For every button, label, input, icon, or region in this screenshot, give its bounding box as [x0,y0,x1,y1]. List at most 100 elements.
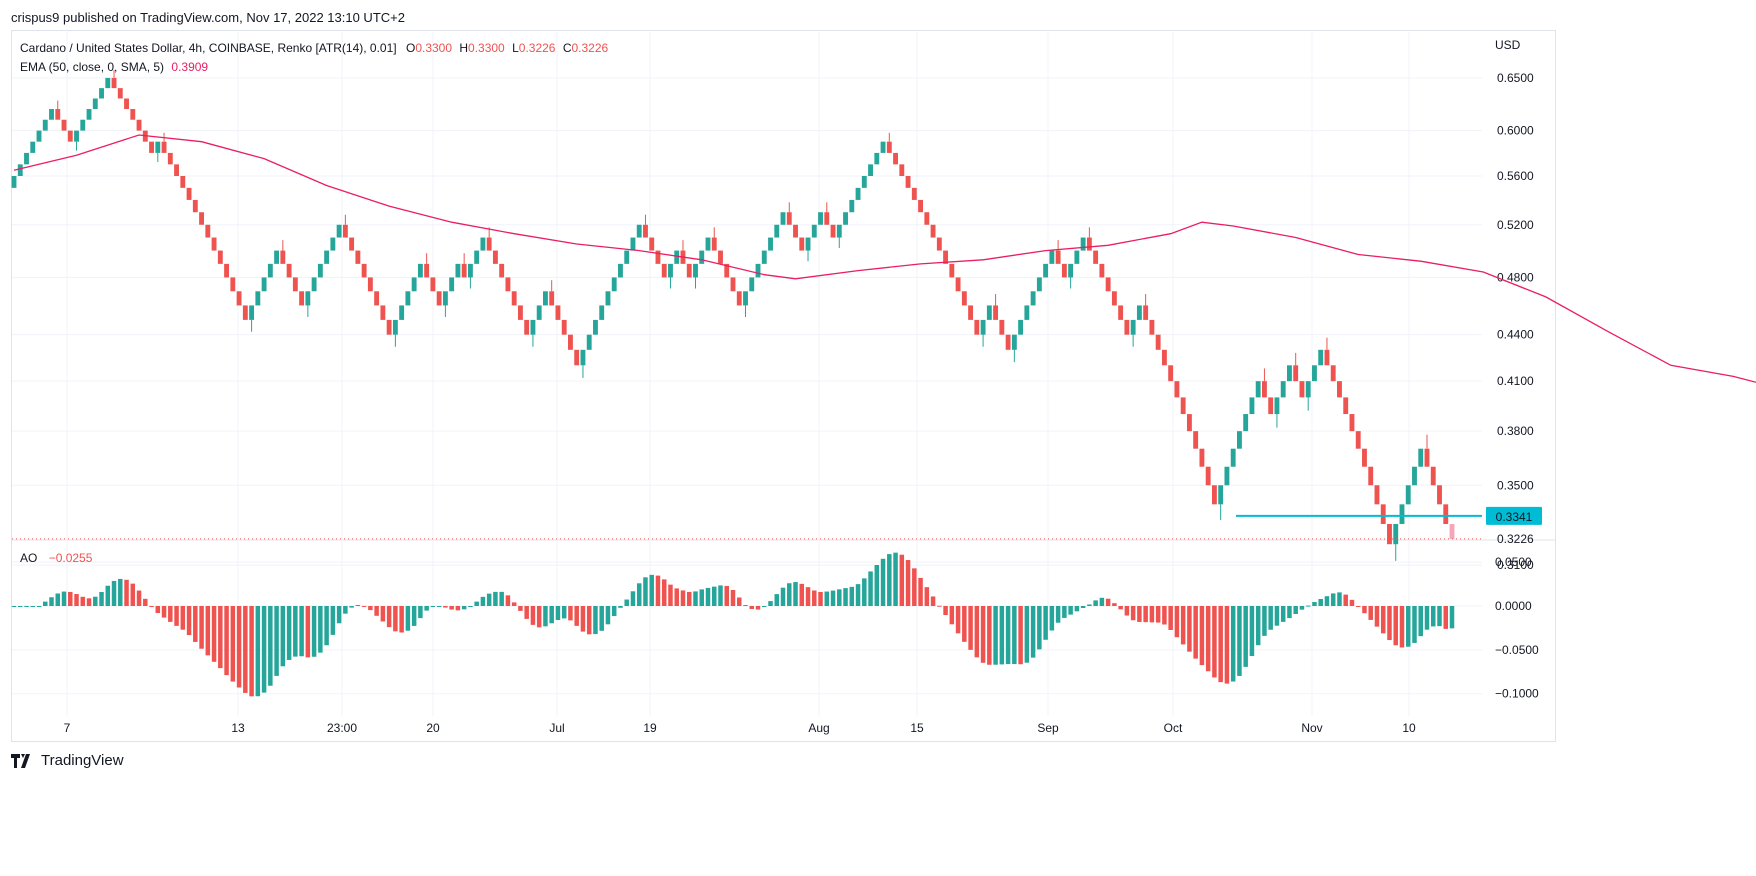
renko-brick [517,305,523,320]
ao-bar [24,606,29,607]
ao-bar [518,606,523,611]
renko-brick [1418,448,1424,467]
ao-bar [236,606,242,688]
ao-bar [36,606,42,607]
ao-bar [949,606,955,625]
ao-bar [1424,606,1430,630]
ao-bar [937,605,942,607]
ao-bar [1305,605,1311,607]
renko-brick [130,109,136,120]
ao-bar [1124,606,1130,616]
ao-label[interactable]: AO [20,551,38,565]
chart-frame [11,30,1556,742]
ema-label[interactable]: EMA (50, close, 0, SMA, 5) [20,60,165,74]
renko-brick [524,319,530,335]
tradingview-brand[interactable]: TradingView [41,752,124,769]
renko-brick [411,277,417,292]
ao-bar [1368,606,1373,620]
time-tick-label: 15 [910,721,924,735]
renko-brick [30,141,36,153]
renko-brick [1168,365,1174,382]
renko-brick [774,224,780,238]
ao-bar [311,606,317,657]
renko-brick [968,305,974,320]
ao-bar [874,564,880,606]
close-value: 0.3226 [571,41,609,55]
ao-bar [1287,606,1292,619]
renko-brick [511,291,517,306]
ao-bar [1318,598,1323,606]
symbol-title[interactable]: Cardano / United States Dollar, 4h, COIN… [20,41,397,55]
ao-bar [424,606,429,611]
ao-bar [643,577,648,606]
ao-bar [330,606,336,635]
ao-bar [511,602,517,606]
ao-bar [255,606,261,697]
renko-brick [61,119,67,131]
renko-brick [1080,237,1086,251]
renko-brick [593,319,598,335]
ao-bar [868,571,873,606]
renko-brick [736,291,742,306]
price-tick-label: 0.6000 [1497,124,1534,138]
renko-brick [530,319,536,335]
renko-brick [1155,334,1161,350]
ao-bar [530,606,536,625]
renko-brick [280,250,286,264]
ao-bar [686,591,692,606]
ao-bar [549,606,554,624]
renko-brick [186,187,192,200]
renko-brick [793,224,798,238]
symbol-legend[interactable]: Cardano / United States Dollar, 4h, COIN… [20,41,608,55]
renko-brick [561,319,567,335]
renko-brick [1355,431,1361,449]
ao-bar [599,606,604,631]
time-tick-label: Nov [1301,721,1322,735]
renko-brick [1093,250,1099,264]
ao-bar [724,585,729,606]
renko-brick [167,152,173,165]
renko-brick [1337,381,1342,398]
ao-bar [893,552,898,606]
ema-line [13,134,1756,383]
renko-brick [799,237,805,251]
ao-bar [618,606,623,608]
price-tick-label: 0.3500 [1497,478,1534,492]
renko-brick [317,263,323,278]
ao-bar [668,584,673,606]
renko-brick [1405,485,1411,505]
ao-bar [1343,594,1348,606]
ao-bar [1387,606,1392,641]
renko-brick [1299,381,1305,398]
tradingview-footer[interactable]: TradingView [11,752,124,769]
ao-bar [243,606,248,693]
ao-bar [787,583,792,606]
ema-legend[interactable]: EMA (50, close, 0, SMA, 5) 0.3909 [20,60,208,74]
renko-brick [36,130,42,142]
ao-bar [705,587,711,606]
renko-brick [355,250,361,264]
renko-brick [880,141,886,153]
renko-brick [586,334,592,350]
ao-bar [1062,606,1067,618]
renko-brick [1005,334,1011,350]
ao-bar [430,606,436,607]
ao-bar [30,606,36,607]
renko-brick [1130,319,1136,335]
renko-brick [618,263,623,278]
ao-bar [943,606,948,616]
ao-bar [543,606,548,627]
renko-brick [224,263,230,278]
renko-brick [1161,349,1167,366]
ao-bar [74,594,79,606]
renko-brick [699,250,705,264]
ao-bar [49,597,54,606]
renko-brick [1011,334,1017,350]
renko-brick [361,263,367,278]
high-label: H [459,41,469,55]
ao-legend[interactable]: AO −0.0255 [20,551,92,565]
ao-bar [918,577,923,606]
renko-brick [1049,250,1055,264]
ao-bar [1243,606,1248,667]
